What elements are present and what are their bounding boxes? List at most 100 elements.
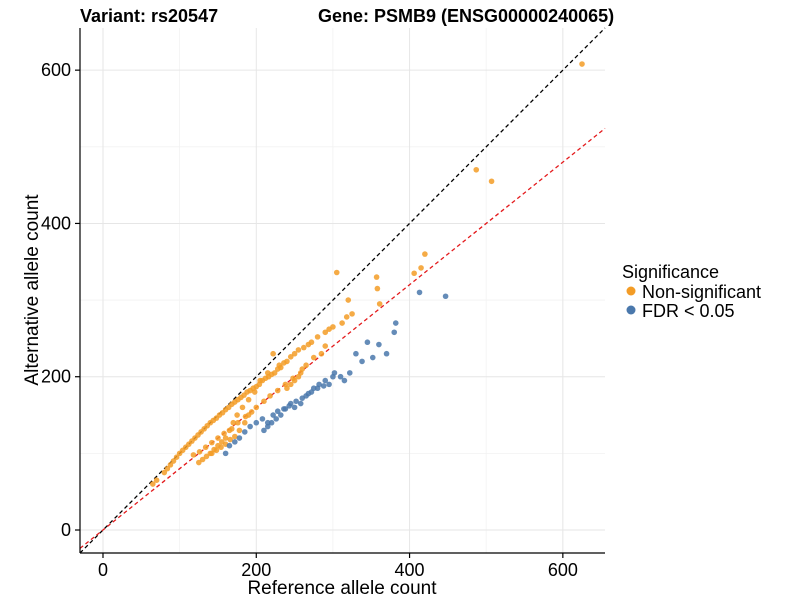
axis-ticks: 0 200 400 600 0 200 400 600: [41, 60, 578, 580]
point-fdr-0-05: [383, 350, 390, 357]
point-fdr-0-05: [236, 435, 243, 441]
y-tick-label: 200: [41, 367, 71, 387]
point-non-significant: [345, 297, 352, 303]
x-tick-label: 200: [241, 560, 271, 580]
point-non-significant: [215, 435, 221, 441]
point-non-significant: [261, 398, 267, 405]
point-fdr-0-05: [264, 419, 271, 426]
legend-swatch-non-significant: [626, 286, 636, 296]
point-non-significant: [176, 450, 183, 457]
point-non-significant: [167, 462, 174, 468]
point-fdr-0-05: [253, 419, 260, 426]
legend-title: Significance: [622, 262, 719, 282]
point-non-significant: [276, 362, 283, 369]
x-tick-label: 400: [395, 560, 425, 580]
y-tick-label: 0: [61, 520, 71, 540]
point-non-significant: [418, 265, 424, 271]
point-fdr-0-05: [274, 408, 281, 415]
point-fdr-0-05: [322, 377, 329, 384]
point-non-significant: [322, 329, 329, 336]
point-fdr-0-05: [226, 442, 233, 449]
point-non-significant: [300, 344, 307, 351]
point-fdr-0-05: [241, 429, 248, 435]
point-fdr-0-05: [391, 329, 398, 336]
point-fdr-0-05: [261, 427, 267, 434]
point-non-significant: [248, 409, 255, 415]
point-non-significant: [235, 419, 241, 426]
point-fdr-0-05: [341, 377, 348, 384]
y-tick-label: 400: [41, 213, 71, 233]
point-non-significant: [287, 381, 294, 388]
point-non-significant: [290, 375, 296, 382]
point-non-significant: [274, 387, 281, 394]
point-non-significant: [287, 353, 294, 360]
point-non-significant: [242, 413, 249, 420]
point-fdr-0-05: [320, 383, 327, 389]
point-non-significant: [281, 360, 287, 366]
point-non-significant: [303, 362, 309, 369]
point-non-significant: [473, 166, 480, 173]
point-non-significant: [297, 370, 304, 376]
point-non-significant: [411, 270, 417, 277]
point-non-significant: [257, 377, 263, 384]
point-non-significant: [251, 389, 258, 395]
point-non-significant: [190, 452, 197, 458]
point-non-significant: [150, 481, 156, 487]
point-non-significant: [310, 354, 317, 361]
point-non-significant: [374, 285, 381, 292]
point-non-significant: [339, 320, 345, 326]
y-tick-label: 600: [41, 60, 71, 80]
point-non-significant: [173, 454, 180, 460]
point-non-significant: [203, 453, 210, 460]
point-non-significant: [488, 178, 495, 185]
point-non-significant: [230, 419, 237, 426]
point-non-significant: [241, 419, 248, 426]
chart-title-variant: Variant: rs20547: [80, 6, 218, 26]
legend: Significance Non-significant FDR < 0.05: [622, 262, 761, 321]
point-fdr-0-05: [273, 416, 280, 422]
point-fdr-0-05: [369, 354, 376, 361]
point-non-significant: [236, 427, 243, 434]
reference-lines: [79, 27, 606, 554]
point-fdr-0-05: [337, 373, 344, 380]
point-non-significant: [422, 251, 428, 257]
point-fdr-0-05: [232, 439, 238, 445]
point-non-significant: [282, 381, 289, 388]
point-fdr-0-05: [330, 373, 336, 380]
point-fdr-0-05: [259, 416, 266, 422]
point-non-significant: [195, 459, 202, 466]
point-non-significant: [213, 447, 220, 454]
point-non-significant: [267, 393, 273, 399]
point-non-significant: [222, 435, 229, 441]
point-non-significant: [209, 450, 215, 457]
grid: [80, 28, 605, 553]
point-fdr-0-05: [268, 419, 275, 426]
point-non-significant: [326, 326, 332, 333]
point-non-significant: [234, 412, 240, 418]
point-non-significant: [170, 458, 177, 464]
point-non-significant: [295, 347, 302, 353]
point-non-significant: [202, 444, 209, 451]
point-fdr-0-05: [278, 412, 284, 418]
point-non-significant: [199, 456, 206, 463]
point-fdr-0-05: [346, 370, 353, 376]
point-fdr-0-05: [376, 341, 382, 348]
point-non-significant: [196, 449, 203, 455]
point-non-significant: [333, 269, 340, 276]
point-fdr-0-05: [353, 350, 359, 357]
point-fdr-0-05: [392, 320, 399, 326]
point-fdr-0-05: [287, 400, 294, 407]
legend-label-fdr: FDR < 0.05: [642, 301, 735, 321]
point-non-significant: [227, 436, 234, 443]
point-non-significant: [245, 396, 252, 403]
point-non-significant: [264, 370, 271, 376]
point-non-significant: [318, 350, 325, 357]
legend-label-non-significant: Non-significant: [642, 282, 761, 302]
point-non-significant: [221, 430, 227, 437]
point-non-significant: [349, 311, 355, 317]
point-fdr-0-05: [305, 390, 312, 397]
point-non-significant: [579, 61, 585, 67]
x-tick-label: 600: [548, 560, 578, 580]
point-fdr-0-05: [442, 293, 449, 300]
point-non-significant: [228, 426, 235, 432]
